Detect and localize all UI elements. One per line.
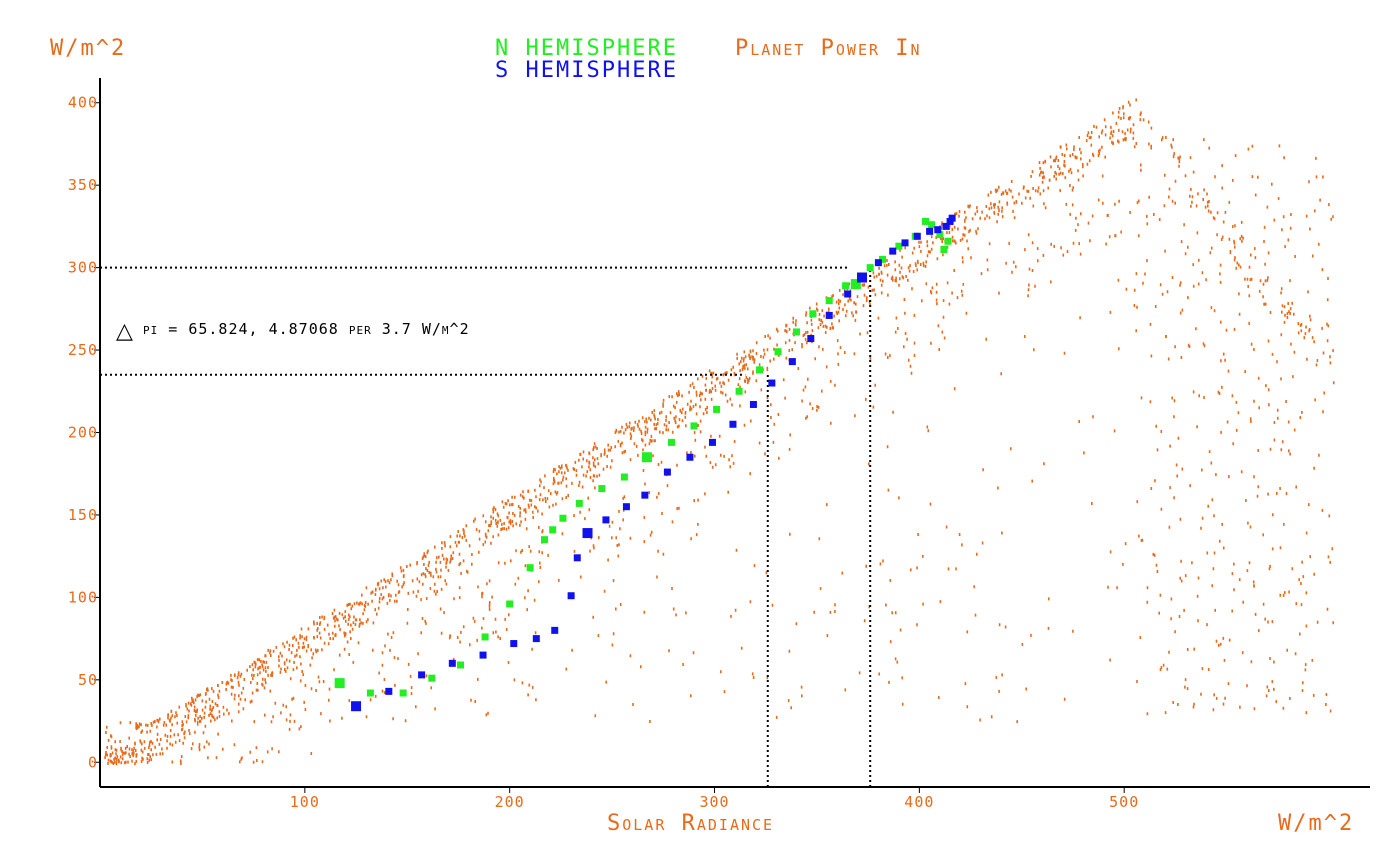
n-hemisphere-point	[690, 422, 698, 430]
s-hemisphere-point	[768, 379, 776, 387]
planet-power-points	[104, 98, 1335, 766]
n-hemisphere-point	[366, 689, 374, 697]
n-hemisphere-point	[735, 387, 743, 395]
n-hemisphere-point	[506, 600, 514, 608]
s-hemisphere-point	[874, 259, 882, 267]
s-hemisphere-point	[729, 420, 737, 428]
n-hemisphere-point	[575, 499, 583, 507]
chart-title: Planet Power In	[735, 36, 922, 61]
s-hemisphere-point	[901, 239, 909, 247]
x-tick-label: 400	[904, 793, 934, 811]
n-hemisphere-point	[866, 264, 874, 272]
planet-power-cloud	[104, 98, 1335, 766]
x-tick-label: 500	[1109, 793, 1139, 811]
title-n-hemisphere: N HEMISPHERE	[495, 36, 678, 61]
y-tick-label: 350	[68, 176, 98, 194]
s-hemisphere-point	[567, 592, 575, 600]
n-hemisphere-point	[620, 473, 628, 481]
n-hemisphere-point	[940, 245, 948, 253]
n-hemisphere-point	[641, 452, 652, 463]
n-hemisphere-point	[399, 689, 407, 697]
s-hemisphere-point	[551, 626, 559, 634]
s-hemisphere-point	[479, 651, 487, 659]
y-axis-unit: W/m^2	[50, 36, 126, 61]
x-axis-unit: W/m^2	[1278, 811, 1354, 836]
s-hemisphere-point	[749, 400, 757, 408]
y-tick-label: 250	[68, 341, 98, 359]
n-hemisphere-point	[756, 366, 764, 374]
s-hemisphere-point	[686, 453, 694, 461]
y-tick-label: 0	[88, 753, 98, 771]
n-hemisphere-point	[809, 310, 817, 318]
axis-ticks: 100 200 300 400 500 0 50 100 150 200 250 300 350 400	[68, 94, 1139, 811]
n-hemisphere-point	[457, 661, 465, 669]
x-tick-label: 300	[699, 793, 729, 811]
reference-lines	[100, 266, 872, 787]
s-hemisphere-point	[926, 227, 934, 235]
s-hemisphere-point	[934, 226, 942, 234]
s-hemisphere-point	[948, 214, 956, 222]
n-hemisphere-point	[936, 231, 944, 239]
x-tick-label: 100	[290, 793, 320, 811]
s-hemisphere-point	[788, 358, 796, 366]
s-hemisphere-point	[351, 701, 362, 712]
s-hemisphere-point	[889, 247, 897, 255]
s-hemisphere-point	[448, 659, 456, 667]
s-hemisphere-point	[602, 516, 610, 524]
s-hemisphere-point	[582, 528, 593, 539]
s-hemisphere-point	[844, 290, 852, 298]
s-hemisphere-points	[351, 214, 956, 712]
n-hemisphere-point	[774, 348, 782, 356]
s-hemisphere-point	[942, 222, 950, 230]
s-hemisphere-point	[913, 232, 921, 240]
n-hemisphere-point	[922, 217, 929, 225]
n-hemisphere-point	[944, 237, 952, 245]
n-hemisphere-point	[850, 279, 861, 290]
n-hemisphere-point	[549, 526, 557, 534]
n-hemisphere-point	[428, 674, 436, 682]
y-tick-label: 300	[68, 259, 98, 277]
y-tick-label: 200	[68, 424, 98, 442]
s-hemisphere-point	[641, 491, 649, 499]
y-tick-label: 50	[78, 671, 98, 689]
n-hemisphere-point	[334, 678, 345, 689]
x-axis-label: Solar Radiance	[607, 811, 774, 836]
s-hemisphere-point	[573, 554, 581, 562]
n-hemisphere-point	[842, 282, 850, 290]
s-hemisphere-point	[622, 503, 630, 511]
n-hemisphere-point	[598, 485, 606, 493]
n-hemisphere-points	[334, 217, 952, 697]
s-hemisphere-point	[532, 635, 540, 643]
n-hemisphere-point	[825, 297, 833, 305]
s-hemisphere-point	[708, 438, 716, 446]
annotation-text: pi = 65.824, 4.87068 per 3.7 W/m^2	[143, 320, 470, 338]
n-hemisphere-point	[559, 514, 567, 522]
n-hemisphere-point	[541, 536, 548, 544]
n-hemisphere-point	[928, 221, 936, 229]
x-tick-label: 200	[495, 793, 525, 811]
title-s-hemisphere: S HEMISPHERE	[495, 58, 678, 83]
s-hemisphere-point	[663, 468, 671, 476]
y-tick-label: 150	[68, 506, 98, 524]
n-hemisphere-point	[481, 633, 489, 641]
n-hemisphere-point	[895, 242, 903, 250]
s-hemisphere-point	[418, 671, 426, 679]
n-hemisphere-point	[713, 405, 721, 413]
s-hemisphere-point	[825, 311, 833, 319]
y-tick-label: 400	[68, 94, 98, 112]
s-hemisphere-point	[385, 687, 393, 695]
n-hemisphere-point	[792, 328, 800, 336]
s-hemisphere-point	[857, 272, 867, 283]
y-tick-label: 100	[68, 588, 98, 606]
s-hemisphere-point	[807, 335, 815, 343]
n-hemisphere-point	[878, 255, 886, 263]
annotation-symbol: △	[116, 319, 133, 344]
n-hemisphere-point	[526, 564, 534, 572]
n-hemisphere-point	[668, 438, 675, 446]
s-hemisphere-point	[510, 640, 518, 648]
